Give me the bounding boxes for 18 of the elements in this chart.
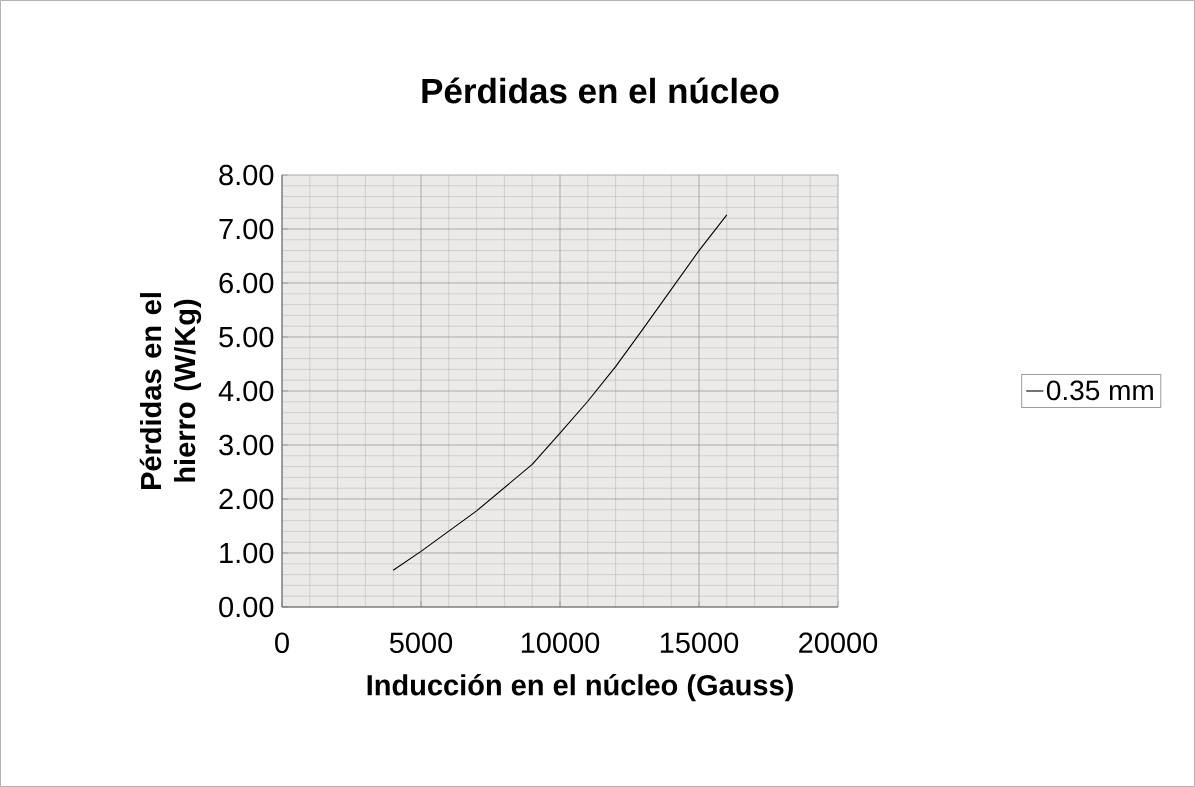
y-tick-label: 3.00: [219, 434, 274, 456]
y-tick-label: 2.00: [219, 488, 274, 510]
y-tick-label: 5.00: [219, 326, 274, 348]
y-tick-label: 8.00: [219, 164, 274, 186]
y-tick-label: 1.00: [220, 542, 274, 564]
y-tick-label: 4.00: [218, 380, 274, 402]
y-tick-label: 6.00: [219, 272, 274, 294]
x-tick-label: 5000: [389, 632, 453, 654]
chart-title: Pérdidas en el núcleo: [422, 77, 779, 104]
x-tick-label: 20000: [799, 632, 878, 654]
x-tick-label: 0: [275, 632, 289, 654]
y-tick-label: 0.00: [219, 596, 274, 618]
x-tick-label: 15000: [660, 632, 739, 654]
x-axis-title: Inducción en el núcleo (Gauss): [367, 673, 793, 702]
y-axis-title: Pérdidas en el hierro (W/Kg): [139, 293, 202, 489]
x-tick-label: 10000: [521, 632, 600, 654]
y-tick-label: 7.00: [219, 218, 274, 240]
legend-label: 0.35 mm: [1046, 380, 1153, 401]
